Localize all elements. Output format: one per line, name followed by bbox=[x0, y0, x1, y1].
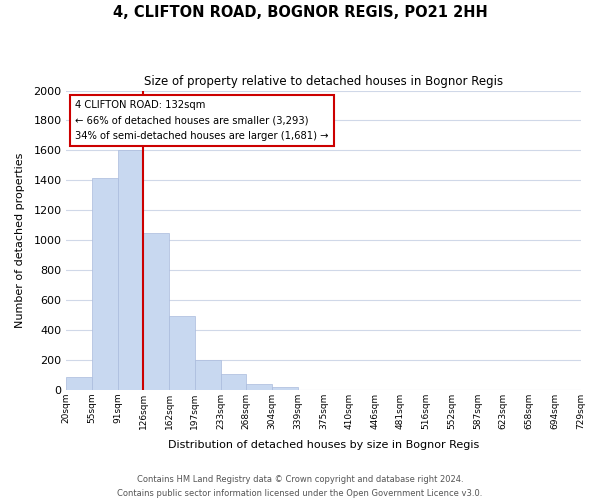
Text: Contains HM Land Registry data © Crown copyright and database right 2024.
Contai: Contains HM Land Registry data © Crown c… bbox=[118, 476, 482, 498]
Y-axis label: Number of detached properties: Number of detached properties bbox=[15, 152, 25, 328]
Bar bbox=[143, 232, 169, 390]
Bar bbox=[221, 374, 246, 390]
Text: 4, CLIFTON ROAD, BOGNOR REGIS, PO21 2HH: 4, CLIFTON ROAD, BOGNOR REGIS, PO21 2HH bbox=[113, 5, 487, 20]
Bar bbox=[92, 178, 118, 390]
Bar bbox=[272, 386, 298, 390]
Title: Size of property relative to detached houses in Bognor Regis: Size of property relative to detached ho… bbox=[144, 75, 503, 88]
Bar bbox=[118, 150, 143, 390]
Bar bbox=[67, 377, 92, 390]
X-axis label: Distribution of detached houses by size in Bognor Regis: Distribution of detached houses by size … bbox=[168, 440, 479, 450]
Bar bbox=[195, 360, 221, 390]
Bar bbox=[169, 316, 195, 390]
Text: 4 CLIFTON ROAD: 132sqm
← 66% of detached houses are smaller (3,293)
34% of semi-: 4 CLIFTON ROAD: 132sqm ← 66% of detached… bbox=[76, 100, 329, 140]
Bar bbox=[246, 384, 272, 390]
